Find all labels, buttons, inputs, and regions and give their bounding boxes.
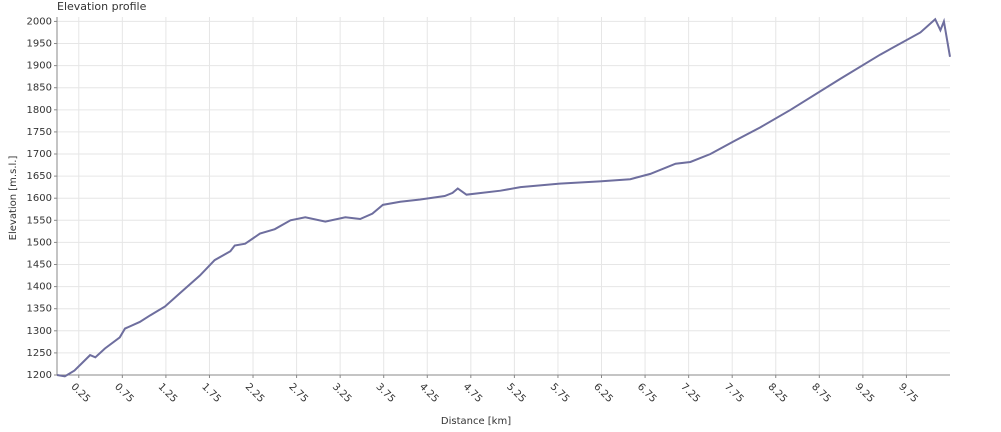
y-tick-label: 1600 — [27, 193, 52, 204]
x-axis-label: Distance [km] — [441, 416, 511, 427]
x-tick-label: 4.75 — [461, 381, 485, 405]
x-tick-label: 1.75 — [199, 381, 223, 405]
y-tick-label: 1650 — [27, 171, 52, 182]
x-tick-label: 3.25 — [330, 381, 354, 405]
y-tick-label: 1800 — [27, 105, 52, 116]
chart-title: Elevation profile — [57, 0, 147, 13]
y-tick-label: 1750 — [27, 127, 52, 138]
x-tick-label: 8.75 — [809, 381, 833, 405]
x-tick-label: 5.25 — [504, 381, 528, 405]
y-tick-label: 1550 — [27, 215, 52, 226]
y-tick-label: 1850 — [27, 83, 52, 94]
x-tick-label: 0.25 — [69, 381, 93, 405]
y-tick-label: 1700 — [27, 149, 52, 160]
y-tick-label: 1500 — [27, 237, 52, 248]
x-tick-label: 1.25 — [156, 381, 180, 405]
y-axis-label: Elevation [m.s.l.] — [8, 156, 19, 241]
y-tick-label: 1900 — [27, 61, 52, 72]
x-tick-label: 9.75 — [896, 381, 920, 405]
x-tick-label: 2.25 — [243, 381, 267, 405]
x-tick-label: 7.75 — [722, 381, 746, 405]
x-tick-label: 4.25 — [417, 381, 441, 405]
y-tick-label: 1450 — [27, 260, 52, 271]
x-tick-label: 3.75 — [373, 381, 397, 405]
y-tick-label: 1200 — [27, 370, 52, 381]
x-tick-label: 5.75 — [548, 381, 572, 405]
x-tick-label: 8.25 — [766, 381, 790, 405]
y-tick-label: 2000 — [27, 16, 52, 27]
elevation-line — [56, 17, 951, 378]
x-tick-label: 6.25 — [591, 381, 615, 405]
y-tick-label: 1400 — [27, 282, 52, 293]
x-tick-label: 2.75 — [286, 381, 310, 405]
y-tick-label: 1350 — [27, 304, 52, 315]
x-tick-label: 0.75 — [112, 381, 136, 405]
x-tick-label: 9.25 — [853, 381, 877, 405]
y-tick-label: 1950 — [27, 39, 52, 50]
y-tick-label: 1300 — [27, 326, 52, 337]
y-tick-label: 1250 — [27, 348, 52, 359]
x-tick-label: 6.75 — [635, 381, 659, 405]
x-tick-label: 7.25 — [678, 381, 702, 405]
